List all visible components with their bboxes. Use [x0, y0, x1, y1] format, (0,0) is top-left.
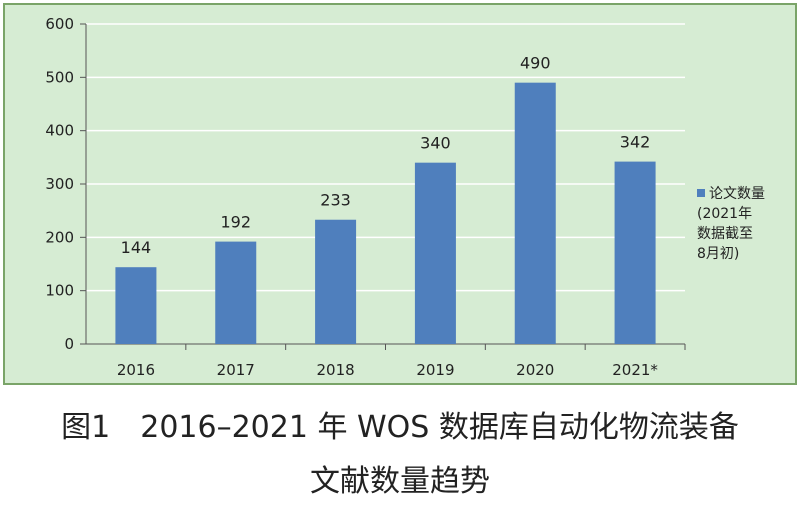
bar-chart: 0 100 200 300 400 500 600 144 2016 192 2017 233 2018…	[3, 3, 797, 385]
data-label: 342	[620, 133, 651, 152]
data-label: 490	[520, 54, 551, 73]
legend-text-line: 8月初)	[697, 245, 739, 262]
data-label: 192	[220, 213, 251, 232]
y-tick-label: 200	[45, 228, 74, 246]
y-tick-label: 300	[45, 175, 74, 193]
bar	[215, 241, 257, 344]
y-tick-label: 100	[45, 282, 74, 300]
x-tick-label: 2021*	[612, 361, 658, 379]
x-tick-label: 2019	[416, 361, 454, 379]
legend-text-line: 数据截至	[697, 226, 753, 242]
y-tick-label: 400	[45, 122, 74, 140]
figure-caption-line2: 文献数量趋势	[310, 464, 490, 499]
bar	[414, 162, 456, 344]
data-label: 144	[121, 238, 152, 257]
bar	[115, 267, 157, 344]
chart-area: 0 100 200 300 400 500 600 144 2016 192 2017 233 2018…	[3, 3, 797, 385]
bar	[315, 219, 357, 344]
x-tick-label: 2018	[316, 361, 354, 379]
y-tick-label: 500	[45, 68, 74, 86]
bar	[514, 82, 556, 345]
y-tick-label: 600	[45, 15, 74, 33]
data-label: 233	[320, 191, 351, 210]
figure-caption-line1: 图1 2016–2021 年 WOS 数据库自动化物流装备	[61, 410, 739, 445]
x-tick-label: 2016	[117, 361, 155, 379]
bar	[614, 161, 656, 344]
data-label: 340	[420, 134, 451, 153]
legend-text-line: (2021年	[697, 206, 752, 222]
legend-swatch	[697, 189, 705, 197]
x-tick-label: 2017	[217, 361, 255, 379]
x-tick-label: 2020	[516, 361, 554, 379]
legend-text-line: 论文数量	[709, 186, 765, 202]
y-tick-label: 0	[64, 335, 74, 353]
